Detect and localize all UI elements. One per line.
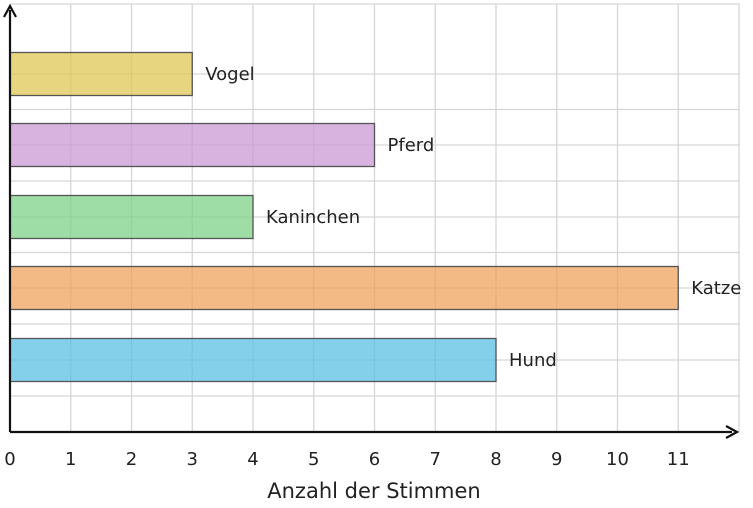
x-tick-label: 4 <box>247 449 258 470</box>
x-tick-label: 3 <box>187 449 198 470</box>
x-tick-label: 1 <box>65 449 76 470</box>
axes <box>3 3 740 439</box>
x-tick-label: 5 <box>308 449 319 470</box>
bars <box>9 51 679 383</box>
x-tick-label: 0 <box>4 449 15 470</box>
x-tick-label: 2 <box>126 449 137 470</box>
bar-labels: Hund Katze Kaninchen Pferd Vogel <box>205 64 741 371</box>
x-tick-label: 7 <box>430 449 441 470</box>
x-tick-label: 8 <box>490 449 501 470</box>
bar-label-kaninchen: Kaninchen <box>266 207 360 228</box>
x-tick-label: 9 <box>551 449 562 470</box>
bar-label-pferd: Pferd <box>388 135 435 156</box>
bar-hund <box>9 337 497 383</box>
bar-kaninchen <box>9 194 254 240</box>
x-tick-label: 11 <box>667 449 690 470</box>
x-axis-arrow <box>725 425 740 439</box>
x-tick-labels: 0 1 2 3 4 5 6 7 8 9 10 11 <box>4 449 689 470</box>
bar-label-katze: Katze <box>691 278 741 299</box>
x-axis-title: Anzahl der Stimmen <box>267 479 481 503</box>
x-tick-label: 6 <box>369 449 380 470</box>
bar-pferd <box>9 122 376 168</box>
bar-vogel <box>9 51 193 97</box>
bar-katze <box>9 265 679 311</box>
x-tick-label: 10 <box>606 449 629 470</box>
bar-label-hund: Hund <box>509 350 557 371</box>
y-axis-arrow <box>3 3 17 18</box>
bar-label-vogel: Vogel <box>205 64 254 85</box>
